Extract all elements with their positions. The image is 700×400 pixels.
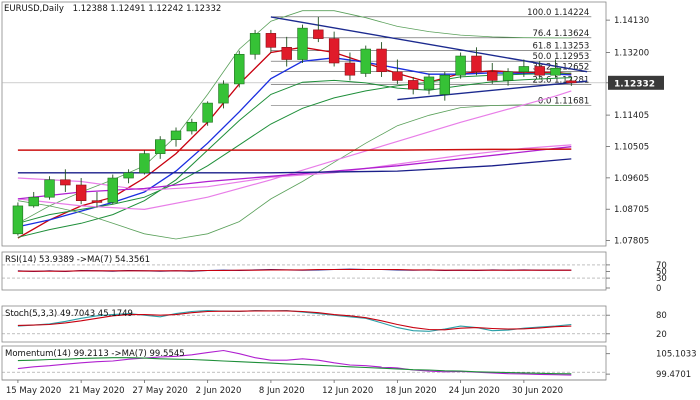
indicator-series-line <box>17 357 572 375</box>
candle-bull <box>12 205 24 235</box>
x-tick-label: 18 Jun 2020 <box>385 386 436 396</box>
chart-panes <box>1 1 607 381</box>
overlay-line <box>17 104 572 240</box>
fib-level-label: 0.0 1.11681 <box>538 96 589 106</box>
overlay-line <box>17 158 572 174</box>
x-tick-label: 8 Jun 2020 <box>259 386 305 396</box>
candle-bear <box>534 66 545 76</box>
candle-bear <box>313 29 324 39</box>
fib-level-label: 100.0 1.14224 <box>527 8 589 18</box>
candle-bull <box>455 55 466 76</box>
candle-bear <box>392 71 403 81</box>
candle-bull <box>186 121 198 132</box>
x-tick-label: 2 Jun 2020 <box>196 386 242 396</box>
indicator-tick-label: 99.4701 <box>656 370 691 380</box>
indicator-tick-label: 0 <box>656 284 661 294</box>
indicator-series-line <box>17 268 572 272</box>
candle-bear <box>328 38 340 64</box>
price-tick-label: 1.11405 <box>614 111 649 121</box>
candle-bear <box>60 179 71 186</box>
x-tick-label: 24 Jun 2020 <box>449 386 500 396</box>
candle-bull <box>202 102 213 123</box>
candle-bear <box>376 48 387 73</box>
price-tick-label: 1.09605 <box>614 174 649 184</box>
overlay-line <box>17 146 572 200</box>
price-tick-label: 1.13200 <box>614 49 649 59</box>
overlay-line <box>17 148 572 151</box>
candle-bull <box>170 130 182 140</box>
stoch-pane-frame <box>1 305 607 343</box>
fib-level-label: 50.0 1.12953 <box>533 52 590 62</box>
indicator-series-line <box>17 310 572 331</box>
candle-bull <box>218 83 229 104</box>
current-price-box <box>608 75 664 90</box>
candle-bull <box>297 27 308 60</box>
indicator-tick-label: 70 <box>656 261 667 271</box>
indicator-label: RSI(14) 53.9389 ->MA(7) 54.3561 <box>5 255 150 265</box>
indicator-label: Momentum(14) 99.2113 ->MA(7) 99.5545 <box>5 349 185 359</box>
price-tick-label: 1.08705 <box>614 205 649 215</box>
candle-bear <box>265 33 277 48</box>
trendline <box>397 80 588 101</box>
indicator-label: Stoch(5,3,3) 49.7043 45.1749 <box>5 309 133 319</box>
fib-level-label: 23.6 1.12281 <box>533 76 590 86</box>
candle-bull <box>155 139 166 154</box>
axes: 1.14130 1.13200 1.12332 1.11405 1.10505 1.096… <box>2 16 697 396</box>
candle-bull <box>234 53 245 85</box>
candle-bear <box>91 200 103 203</box>
indicator-tick-label: 105.1033 <box>656 350 697 360</box>
candle-bull <box>550 67 561 76</box>
price-tick-label: 1.14130 <box>614 16 649 26</box>
fib-level-label: 76.4 1.13624 <box>533 29 590 39</box>
chart-header: EURUSD,Daily 1.12388 1.12491 1.12242 1.1… <box>4 4 221 14</box>
x-tick-label: 30 Jun 2020 <box>512 386 563 396</box>
price-tick-label: 1.07805 <box>614 237 649 247</box>
candle-bear <box>281 47 292 60</box>
candle-bull <box>107 177 118 203</box>
candle-bull <box>139 153 150 174</box>
symbol-label: EURUSD,Daily <box>4 4 64 14</box>
fib-level-label: 61.8 1.13253 <box>533 42 590 52</box>
ohlc-readout: 1.12388 1.12491 1.12242 1.12332 <box>73 4 222 14</box>
x-tick-label: 12 Jun 2020 <box>322 386 373 396</box>
candle-bull <box>502 71 514 81</box>
price-pane-frame <box>1 1 607 247</box>
indicator-tick-label: 50 <box>656 268 667 278</box>
indicator-tick-label: 20 <box>656 330 667 340</box>
candle-bull <box>360 48 371 74</box>
x-tick-label: 21 May 2020 <box>69 386 124 396</box>
candle-bull <box>44 179 55 198</box>
candle-bull <box>123 172 134 179</box>
price-tick-label: 1.10505 <box>614 142 649 152</box>
candle-bear <box>487 71 498 81</box>
x-tick-label: 15 May 2020 <box>6 386 61 396</box>
candle-bear <box>407 80 419 90</box>
candle-bull <box>439 74 451 95</box>
candle-bear <box>471 55 482 73</box>
indicator-tick-label: 30 <box>656 274 667 284</box>
candle-bull <box>518 66 530 73</box>
current-price-label: 1.12332 <box>614 79 655 89</box>
overlay-line <box>17 144 572 191</box>
candle-bear <box>566 80 577 84</box>
rsi-pane-frame <box>1 251 607 291</box>
overlay-line <box>17 90 572 211</box>
candle-bull <box>28 196 39 207</box>
candle-bear <box>344 62 356 76</box>
price-pane: 100.0 1.14224 76.4 1.13624 61.8 1.1325350.… <box>2 8 606 240</box>
indicator-tick-label: 80 <box>656 311 667 321</box>
x-tick-label: 27 May 2020 <box>132 386 187 396</box>
candle-bear <box>75 184 87 201</box>
candle-bull <box>423 76 435 90</box>
trendline <box>270 16 588 73</box>
candle-bull <box>249 33 261 55</box>
indicator-panes: RSI(14) 53.9389 ->MA(7) 54.3561 Stoch(5,3… <box>2 255 606 376</box>
